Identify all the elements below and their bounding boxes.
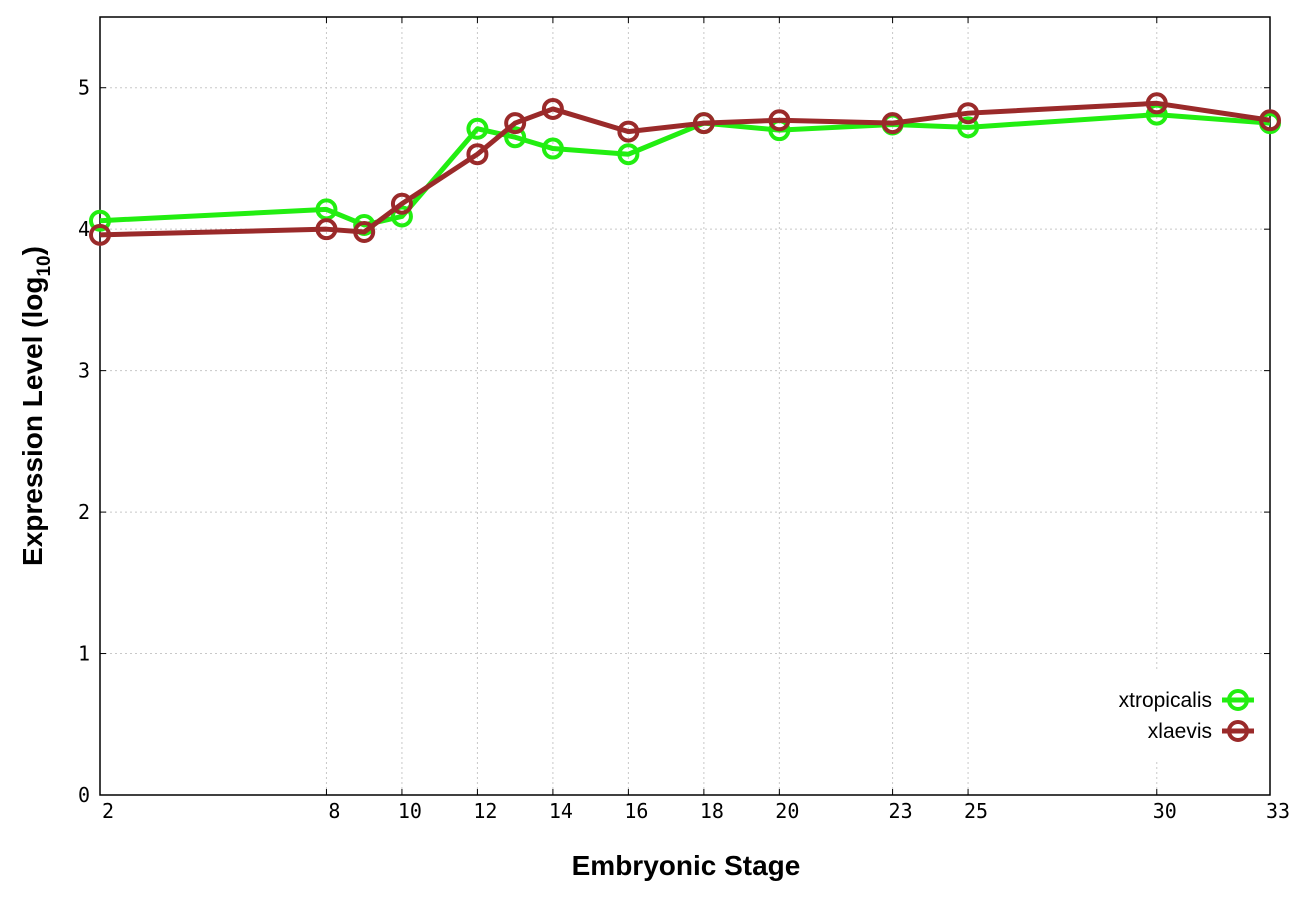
y-tick-label-5: 5 [78,76,90,100]
series-line-xlaevis [99,100,1271,238]
legend-swatch-marker-xtropicalis [1227,689,1249,711]
data-point-xtropicalis-2 [89,209,111,232]
data-point-xlaevis-2 [89,223,111,246]
y-axis-title: Expression Level (log10) [17,246,55,566]
data-point-xlaevis-10 [390,192,413,215]
y-tick-label-0: 0 [78,783,90,807]
x-tick-label-16: 16 [624,799,648,823]
data-point-xtropicalis-10 [390,205,413,228]
x-tick-label-30: 30 [1153,799,1177,823]
data-point-xlaevis-12 [466,143,489,166]
data-point-xlaevis-33 [1259,109,1281,132]
data-point-xlaevis-16 [617,120,640,143]
data-point-xlaevis-9 [353,221,376,244]
y-tick-label-1: 1 [78,642,90,666]
x-tick-label-2: 2 [102,799,114,823]
y-axis-title-main: Expression Level (log [17,277,48,566]
data-point-xlaevis-13 [504,112,527,135]
series-line-xtropicalis [99,112,1271,228]
data-point-xlaevis-23 [881,112,904,135]
x-tick-label-20: 20 [775,799,799,823]
data-point-xtropicalis-25 [957,116,980,139]
data-point-xtropicalis-14 [541,137,564,160]
y-tick-label-2: 2 [78,500,90,524]
data-point-xtropicalis-13 [504,126,527,149]
x-tick-label-33: 33 [1266,799,1290,823]
legend-label-xlaevis: xlaevis [1148,720,1212,743]
legend-label-xtropicalis: xtropicalis [1119,689,1212,712]
x-tick-label-18: 18 [700,799,724,823]
x-tick-label-8: 8 [328,799,340,823]
x-tick-label-23: 23 [889,799,913,823]
data-point-xlaevis-8 [315,218,338,241]
y-axis-title-close: ) [17,246,48,255]
x-tick-label-12: 12 [473,799,497,823]
y-tick-label-4: 4 [78,217,90,241]
data-point-xlaevis-25 [957,102,980,125]
data-point-xtropicalis-16 [617,143,640,166]
data-point-xtropicalis-12 [466,117,489,140]
x-axis-title: Embryonic Stage [572,850,801,881]
data-point-xlaevis-30 [1145,92,1168,115]
y-tick-label-3: 3 [78,359,90,383]
x-tick-label-14: 14 [549,799,573,823]
x-tick-label-10: 10 [398,799,422,823]
data-point-xlaevis-20 [768,109,791,132]
data-point-xlaevis-14 [541,97,564,120]
data-point-xlaevis-18 [692,112,715,135]
legend-background [1072,672,1268,762]
series-xlaevis [89,92,1281,246]
y-axis-title-subscript: 10 [34,255,55,276]
legend-swatch-marker-xlaevis [1227,720,1249,742]
legend: xtropicalis xlaevis [1072,672,1268,762]
series [89,92,1281,246]
plot-area-frame [99,16,1271,796]
x-tick-label-25: 25 [964,799,988,823]
